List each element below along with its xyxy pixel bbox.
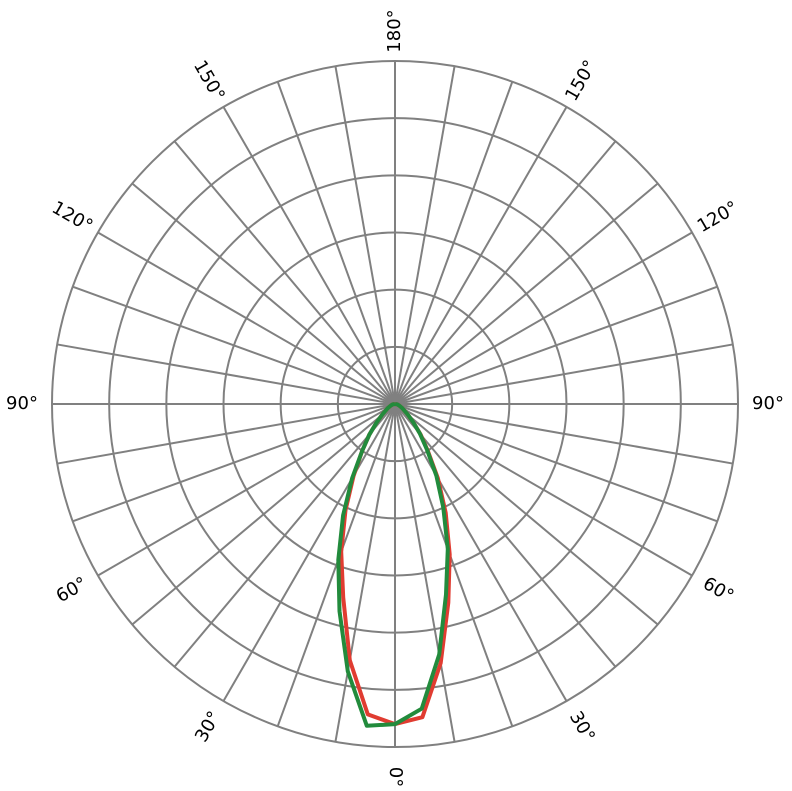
grid-spoke	[394, 403, 733, 465]
grid-spoke	[394, 140, 617, 405]
grid-spoke	[97, 403, 396, 577]
grid-spoke	[394, 403, 693, 577]
grid-spoke	[394, 231, 693, 405]
series-line	[336, 402, 450, 728]
theta-tick-label: 180°	[384, 9, 405, 52]
theta-tick-label: 60°	[699, 573, 737, 607]
grid-spoke	[394, 403, 456, 742]
grid-spoke	[57, 343, 396, 405]
grid-spoke	[394, 285, 718, 405]
grid-spoke	[72, 403, 396, 523]
theta-tick-label: 0°	[385, 767, 406, 787]
grid-spoke	[57, 403, 396, 465]
grid-spoke	[394, 182, 659, 405]
grid-spoke	[222, 106, 396, 405]
grid-spoke	[276, 81, 396, 405]
grid-spoke	[394, 403, 514, 727]
theta-tick-label: 90°	[752, 393, 784, 414]
theta-tick-label: 150°	[189, 57, 229, 105]
grid-spoke	[394, 403, 718, 523]
grid-spoke	[394, 403, 659, 626]
grid-spoke	[97, 231, 396, 405]
theta-tick-label: 120°	[694, 197, 742, 237]
grid-spoke	[173, 140, 396, 405]
grid-spoke	[394, 403, 617, 668]
grid-spoke	[222, 403, 396, 702]
theta-tick-label: 30°	[191, 708, 225, 746]
theta-tick-label: 90°	[6, 393, 38, 414]
grid-spoke	[394, 403, 568, 702]
grid-spoke	[394, 66, 456, 405]
grid-spoke	[276, 403, 396, 727]
grid-spoke	[334, 66, 396, 405]
grid-spoke	[334, 403, 396, 742]
grid-spoke	[72, 285, 396, 405]
theta-tick-label: 30°	[565, 708, 599, 746]
theta-tick-label: 120°	[48, 197, 96, 237]
grid-spoke	[394, 343, 733, 405]
grid-spoke	[394, 81, 514, 405]
grid-spoke	[173, 403, 396, 668]
theta-tick-label: 150°	[561, 57, 601, 105]
theta-tick-label: 60°	[53, 573, 91, 607]
grid-spoke	[131, 182, 396, 405]
grid-spoke	[394, 106, 568, 405]
grid-spoke	[131, 403, 396, 626]
